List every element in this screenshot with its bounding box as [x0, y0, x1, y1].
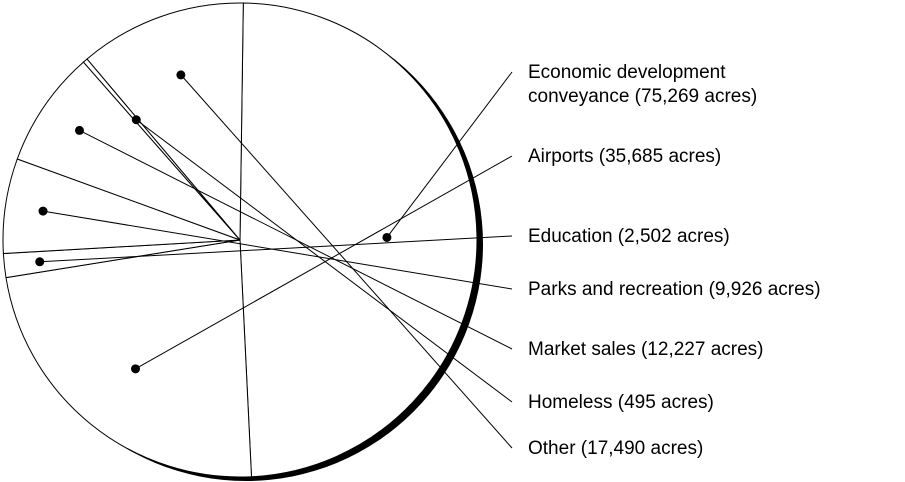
- slice-label-economic-development-conveyance: Economic development conveyance (75,269 a…: [528, 62, 757, 107]
- slice-airports: [5, 239, 253, 478]
- leader-lines: [35, 70, 513, 449]
- leader-line-education: [39, 235, 513, 263]
- slice-label-homeless: Homeless (495 acres): [528, 392, 714, 413]
- slice-label-market-sales: Market sales (12,227 acres): [528, 339, 764, 360]
- slice-label-other: Other (17,490 acres): [528, 438, 703, 459]
- leader-line-other: [180, 74, 513, 449]
- leader-line-airports: [135, 155, 513, 370]
- pie-slices: [2, 2, 478, 478]
- leader-line-homeless: [135, 119, 513, 403]
- slice-labels: Economic development conveyance (75,269 a…: [528, 62, 821, 459]
- slice-other: [86, 2, 244, 242]
- slice-economic-development-conveyance: [239, 2, 478, 478]
- leader-line-economic-development-conveyance: [386, 71, 513, 238]
- leader-line-parks-and-recreation: [42, 210, 513, 290]
- slice-label-education: Education (2,502 acres): [528, 226, 730, 247]
- slice-market-sales: [16, 61, 241, 241]
- slice-label-airports: Airports (35,685 acres): [528, 146, 721, 167]
- slice-label-parks-and-recreation: Parks and recreation (9,926 acres): [528, 279, 821, 300]
